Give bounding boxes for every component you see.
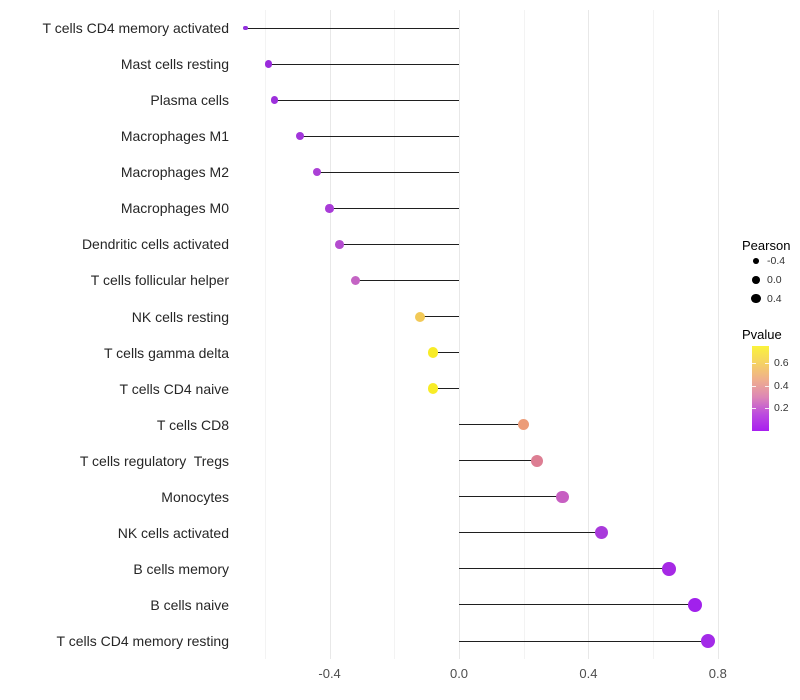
category-label: Macrophages M1	[120, 128, 229, 145]
lollipop-dot	[427, 347, 439, 358]
category-label: T cells CD4 memory activated	[42, 20, 229, 37]
x-tick-label: 0.0	[449, 666, 469, 681]
gridline-x-minor	[523, 10, 525, 659]
lollipop-stem	[300, 135, 459, 137]
legend-size-dot	[753, 258, 759, 264]
lollipop-dot	[594, 526, 608, 540]
x-tick-label: -0.4	[318, 666, 341, 681]
lollipop-stem	[459, 640, 709, 642]
lollipop-stem	[316, 171, 459, 173]
colorbar-tick-right	[765, 408, 769, 410]
colorbar-tick-left	[752, 385, 756, 387]
legend-size-label: 0.4	[767, 292, 782, 305]
lollipop-dot	[700, 633, 716, 649]
legend-size-label: -0.4	[767, 255, 786, 267]
lollipop-stem	[459, 424, 524, 426]
colorbar-tick-right	[765, 363, 769, 364]
lollipop-dot	[415, 311, 426, 322]
category-label: Monocytes	[161, 488, 229, 505]
lollipop-dot	[350, 275, 361, 286]
colorbar-tick-label: 0.6	[774, 357, 789, 369]
legend-size-dot	[751, 293, 761, 304]
gridline-x-major	[459, 10, 460, 659]
category-label: Plasma cells	[150, 92, 229, 109]
lollipop-dot	[556, 490, 569, 504]
colorbar-tick-left	[752, 363, 756, 364]
lollipop-dot	[517, 418, 530, 431]
x-tick-label: 0.4	[579, 666, 598, 681]
legend-pvalue-title: Pvalue	[742, 327, 782, 342]
colorbar-tick-right	[765, 385, 769, 387]
category-label: NK cells resting	[131, 308, 229, 325]
lollipop-stem	[459, 460, 537, 462]
gridline-x-major	[717, 10, 719, 659]
lollipop-stem	[339, 243, 459, 245]
gridline-x-minor	[394, 10, 396, 659]
category-label: T cells CD8	[156, 416, 229, 433]
lollipop-dot	[530, 454, 543, 467]
gridline-x-minor	[264, 10, 266, 659]
lollipop-dot	[296, 132, 305, 141]
category-label: T cells gamma delta	[103, 344, 229, 361]
legend-pearson-title: Pearson	[742, 238, 791, 253]
lollipop-stem	[459, 568, 670, 570]
legend-size-dot	[752, 276, 760, 284]
x-tick-label: 0.8	[708, 666, 727, 681]
lollipop-dot	[688, 597, 703, 612]
lollipop-dot	[243, 25, 248, 31]
lollipop-dot	[312, 168, 321, 177]
lollipop-stem	[355, 279, 459, 281]
category-label: T cells CD4 memory resting	[56, 633, 229, 650]
lollipop-dot	[662, 562, 677, 576]
legend-size-label: 0.0	[767, 274, 782, 286]
colorbar-tick-label: 0.4	[774, 379, 789, 392]
lollipop-stem	[459, 532, 602, 534]
lollipop-stem	[433, 352, 459, 354]
lollipop-stem	[245, 27, 459, 29]
category-label: NK cells activated	[117, 524, 229, 541]
category-label: B cells naive	[150, 596, 229, 613]
lollipop-stem	[459, 604, 696, 606]
category-label: B cells memory	[133, 560, 229, 577]
category-label: Dendritic cells activated	[81, 236, 229, 253]
gridline-x-major	[329, 10, 331, 659]
lollipop-dot	[325, 204, 334, 213]
category-label: T cells follicular helper	[90, 272, 229, 289]
category-label: Macrophages M0	[120, 200, 229, 217]
lollipop-dot	[270, 96, 279, 104]
pvalue-gradient-bar	[752, 346, 769, 431]
gridline-x-minor	[653, 10, 655, 659]
lollipop-stem	[459, 496, 563, 498]
lollipop-stem	[329, 207, 459, 209]
lollipop-stem	[268, 63, 459, 65]
category-label: T cells CD4 naive	[119, 380, 229, 397]
lollipop-dot	[264, 60, 272, 68]
lollipop-stem	[433, 388, 459, 390]
lollipop-dot	[334, 239, 344, 249]
lollipop-stem	[274, 99, 459, 101]
category-label: Mast cells resting	[120, 56, 229, 73]
category-label: T cells regulatory Tregs	[79, 452, 229, 469]
gridline-x-major	[588, 10, 590, 659]
lollipop-dot	[427, 383, 439, 394]
colorbar-tick-label: 0.2	[774, 402, 789, 415]
colorbar-tick-left	[752, 408, 756, 410]
category-label: Macrophages M2	[120, 164, 229, 181]
lollipop-stem	[420, 316, 459, 317]
